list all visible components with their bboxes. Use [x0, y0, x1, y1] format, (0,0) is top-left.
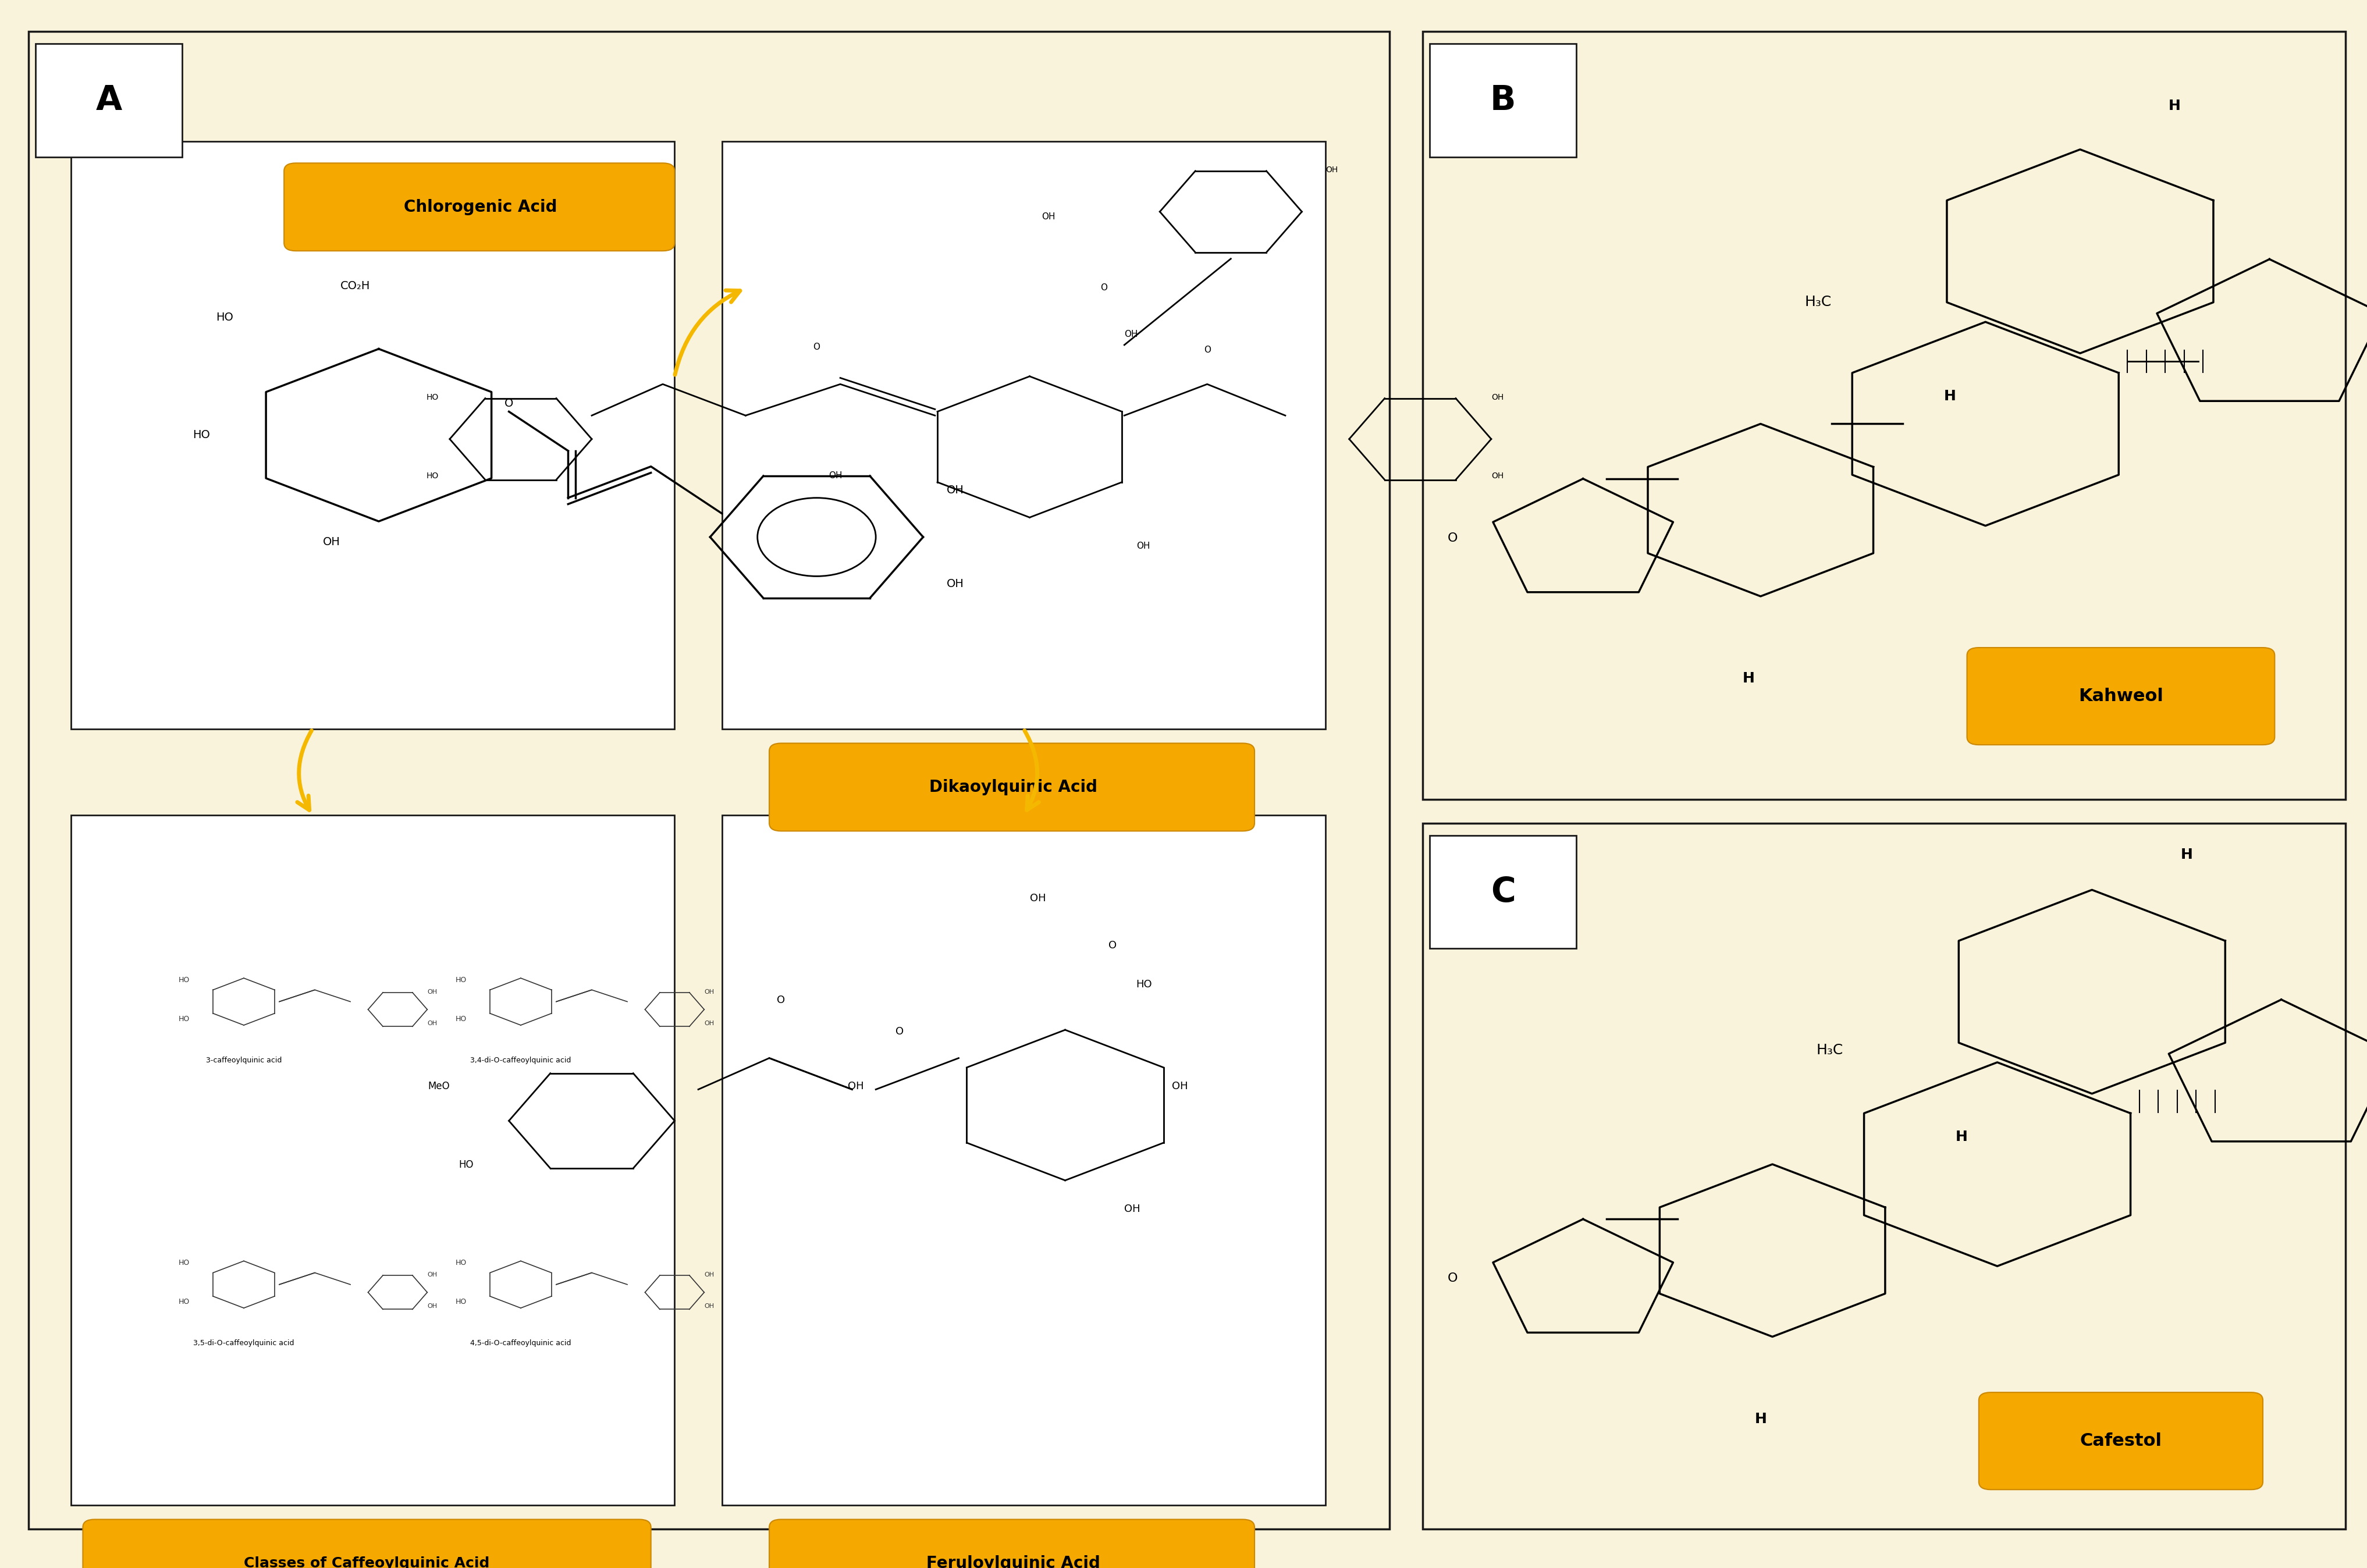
Text: HO: HO [180, 1016, 189, 1022]
Text: H: H [1955, 1129, 1967, 1143]
FancyBboxPatch shape [1430, 836, 1576, 949]
Text: MeO: MeO [428, 1082, 450, 1091]
FancyBboxPatch shape [1423, 823, 2346, 1529]
FancyBboxPatch shape [1430, 44, 1576, 157]
Text: OH: OH [828, 472, 843, 480]
Text: H: H [1754, 1411, 1766, 1425]
Text: Chlorogenic Acid: Chlorogenic Acid [405, 199, 556, 215]
Text: Kahweol: Kahweol [2078, 688, 2163, 704]
Text: CO₂H: CO₂H [341, 281, 369, 292]
FancyBboxPatch shape [769, 1519, 1255, 1568]
FancyBboxPatch shape [28, 31, 1389, 1529]
Text: OH: OH [947, 485, 963, 495]
Text: O: O [504, 398, 514, 409]
Text: O: O [1108, 941, 1117, 950]
FancyBboxPatch shape [1967, 648, 2275, 745]
Text: OH: OH [705, 1272, 715, 1278]
Text: Feruloylquinic Acid: Feruloylquinic Acid [925, 1555, 1101, 1568]
Text: OH: OH [322, 536, 341, 547]
Text: OH: OH [1041, 213, 1056, 221]
Text: HO: HO [180, 977, 189, 983]
FancyBboxPatch shape [71, 815, 675, 1505]
Text: 3,5-di-O-caffeoylquinic acid: 3,5-di-O-caffeoylquinic acid [194, 1339, 294, 1347]
Text: OH: OH [705, 989, 715, 996]
Text: HO: HO [426, 472, 438, 480]
Text: A: A [95, 83, 123, 118]
Text: 4,5-di-O-caffeoylquinic acid: 4,5-di-O-caffeoylquinic acid [471, 1339, 570, 1347]
FancyBboxPatch shape [1423, 31, 2346, 800]
FancyBboxPatch shape [722, 141, 1326, 729]
Text: Dikaoylquinic Acid: Dikaoylquinic Acid [928, 779, 1098, 795]
Text: H: H [2168, 99, 2180, 113]
FancyBboxPatch shape [83, 1519, 651, 1568]
Text: OH: OH [1326, 166, 1337, 174]
FancyBboxPatch shape [769, 743, 1255, 831]
Text: Cafestol: Cafestol [2081, 1433, 2161, 1449]
FancyBboxPatch shape [284, 163, 675, 251]
Text: OH: OH [1030, 894, 1046, 903]
Text: HO: HO [192, 430, 211, 441]
Text: OH: OH [1491, 472, 1503, 480]
Text: H₃C: H₃C [1804, 295, 1832, 309]
Text: OH: OH [1491, 394, 1503, 401]
Text: B: B [1491, 83, 1515, 118]
Text: Classes of Caffeoylquinic Acid: Classes of Caffeoylquinic Acid [244, 1557, 490, 1568]
Text: 3,4-di-O-caffeoylquinic acid: 3,4-di-O-caffeoylquinic acid [471, 1057, 570, 1065]
Text: HO: HO [457, 1016, 466, 1022]
Text: O: O [776, 996, 786, 1005]
Text: HO: HO [1136, 980, 1153, 989]
FancyBboxPatch shape [1979, 1392, 2263, 1490]
Text: 3-caffeoylquinic acid: 3-caffeoylquinic acid [206, 1057, 282, 1065]
Text: OH: OH [947, 579, 963, 590]
Text: HO: HO [457, 1298, 466, 1306]
Text: H: H [1943, 389, 1955, 403]
Text: OH: OH [428, 1272, 438, 1278]
Text: OH: OH [428, 1303, 438, 1309]
Text: HO: HO [457, 977, 466, 983]
Text: OH: OH [428, 1021, 438, 1027]
Text: OH: OH [705, 1021, 715, 1027]
Text: OH: OH [705, 1303, 715, 1309]
Text: O: O [1101, 284, 1108, 292]
Text: OH: OH [1172, 1082, 1188, 1091]
Text: HO: HO [459, 1160, 473, 1170]
Text: H: H [2180, 847, 2192, 861]
FancyBboxPatch shape [36, 44, 182, 157]
Text: OH: OH [1124, 1204, 1141, 1214]
Text: OH: OH [1124, 331, 1139, 339]
Text: HO: HO [426, 394, 438, 401]
Text: OH: OH [1136, 543, 1150, 550]
Text: O: O [895, 1027, 904, 1036]
Text: HO: HO [180, 1259, 189, 1267]
Text: OH: OH [428, 989, 438, 996]
Text: H: H [1742, 671, 1754, 685]
Text: O: O [1205, 347, 1210, 354]
Text: OH: OH [847, 1082, 864, 1091]
Text: C: C [1491, 875, 1515, 909]
Text: HO: HO [215, 312, 234, 323]
Text: O: O [1449, 532, 1458, 544]
FancyBboxPatch shape [71, 141, 675, 729]
Text: O: O [1449, 1273, 1458, 1284]
Text: HO: HO [180, 1298, 189, 1306]
Text: O: O [814, 343, 819, 351]
Text: HO: HO [457, 1259, 466, 1267]
Text: H₃C: H₃C [1815, 1043, 1844, 1057]
FancyBboxPatch shape [722, 815, 1326, 1505]
